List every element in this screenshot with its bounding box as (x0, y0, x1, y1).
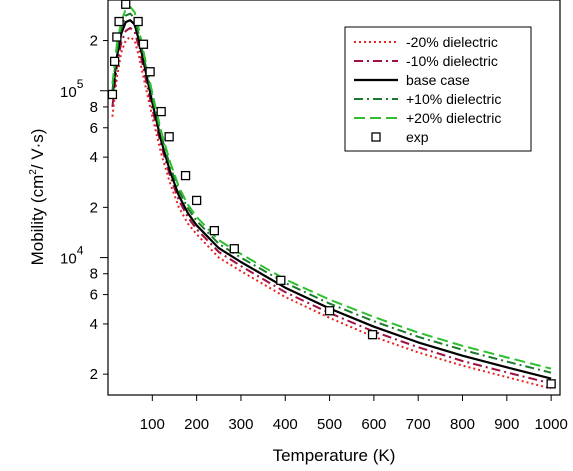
y-minor-tick-label: 6 (90, 120, 98, 137)
y-major-tick-label: 105 (60, 77, 84, 101)
exp-point (229, 244, 239, 254)
legend-entries: -20% dielectric -10% dielectric base case +… (354, 34, 501, 145)
exp-point (546, 379, 556, 389)
axis-ticks: 100 200 300 400 500 600 700 800 900 1000 104 105 2 4 6… (60, 33, 568, 433)
legend: -20% dielectric -10% dielectric base case +… (344, 26, 532, 152)
series-line-3 (111, 12, 552, 374)
y-minor-tick-label: 4 (90, 149, 98, 166)
x-tick-label: 400 (273, 416, 298, 433)
y-minor-tick-label: 2 (90, 33, 98, 50)
y-minor-tick-label: 8 (90, 266, 98, 283)
series-line-0 (111, 36, 552, 390)
legend-box (344, 26, 532, 152)
exp-point (324, 306, 335, 316)
experimental-points (107, 0, 556, 389)
exp-point (209, 225, 220, 236)
x-tick-label: 800 (450, 416, 475, 433)
series-line-1 (111, 26, 552, 385)
legend-label-exp: exp (406, 129, 429, 145)
series-line-2 (111, 19, 552, 380)
y-minor-tick-label: 4 (90, 316, 98, 333)
exp-point (145, 67, 155, 77)
exp-point (133, 16, 143, 27)
exp-point (180, 170, 191, 181)
y-minor-tick-label: 2 (90, 199, 98, 216)
exp-point (276, 275, 286, 286)
x-tick-label: 700 (406, 416, 431, 433)
legend-swatch-exp (371, 132, 381, 142)
data-series (111, 5, 552, 390)
legend-label-2: base case (406, 72, 470, 88)
y-minor-tick-label: 8 (90, 99, 98, 116)
exp-point (191, 195, 202, 206)
x-tick-label: 100 (140, 416, 165, 433)
y-axis-title: Mobility (cm2/ V·s) (28, 129, 47, 266)
exp-point (107, 89, 118, 100)
legend-label-4: +20% dielectric (406, 110, 501, 126)
plot-frame (107, 0, 561, 396)
y-major-tick-label: 104 (60, 244, 84, 268)
x-axis-title: Temperature (K) (273, 446, 396, 465)
exp-point (109, 56, 120, 67)
exp-point (138, 39, 149, 49)
exp-point (367, 330, 378, 340)
exp-point (114, 16, 124, 27)
exp-point (112, 32, 122, 42)
exp-point (121, 0, 131, 9)
legend-label-0: -20% dielectric (406, 34, 498, 50)
legend-label-1: -10% dielectric (406, 53, 498, 69)
exp-point (164, 132, 174, 142)
x-tick-label: 300 (228, 416, 253, 433)
exp-point (156, 106, 166, 117)
x-tick-label: 900 (494, 416, 519, 433)
x-tick-label: 1000 (534, 416, 567, 433)
x-tick-label: 500 (317, 416, 342, 433)
y-minor-tick-label: 2 (90, 366, 98, 383)
x-tick-label: 600 (361, 416, 386, 433)
y-axis-title-superscript: 2 (28, 169, 39, 175)
y-minor-tick-label: 6 (90, 287, 98, 304)
legend-label-3: +10% dielectric (406, 91, 501, 107)
x-tick-label: 200 (184, 416, 209, 433)
